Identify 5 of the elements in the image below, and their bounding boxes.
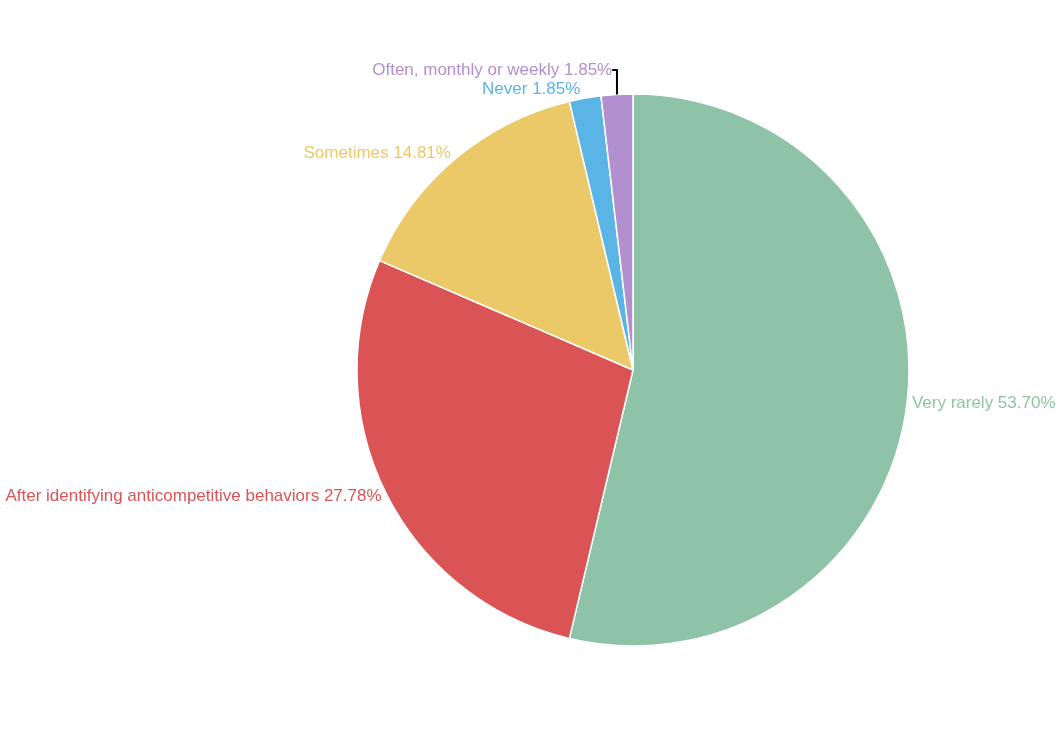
slice-label: Very rarely 53.70% (911, 392, 1056, 412)
slice-label: Never 1.85% (482, 79, 581, 99)
slice-label: After identifying anticompetitive behaviors 27.78% (5, 486, 382, 506)
slice-label: Sometimes 14.81% (303, 143, 451, 163)
slice-label: Often, monthly or weekly 1.85% (372, 60, 613, 80)
